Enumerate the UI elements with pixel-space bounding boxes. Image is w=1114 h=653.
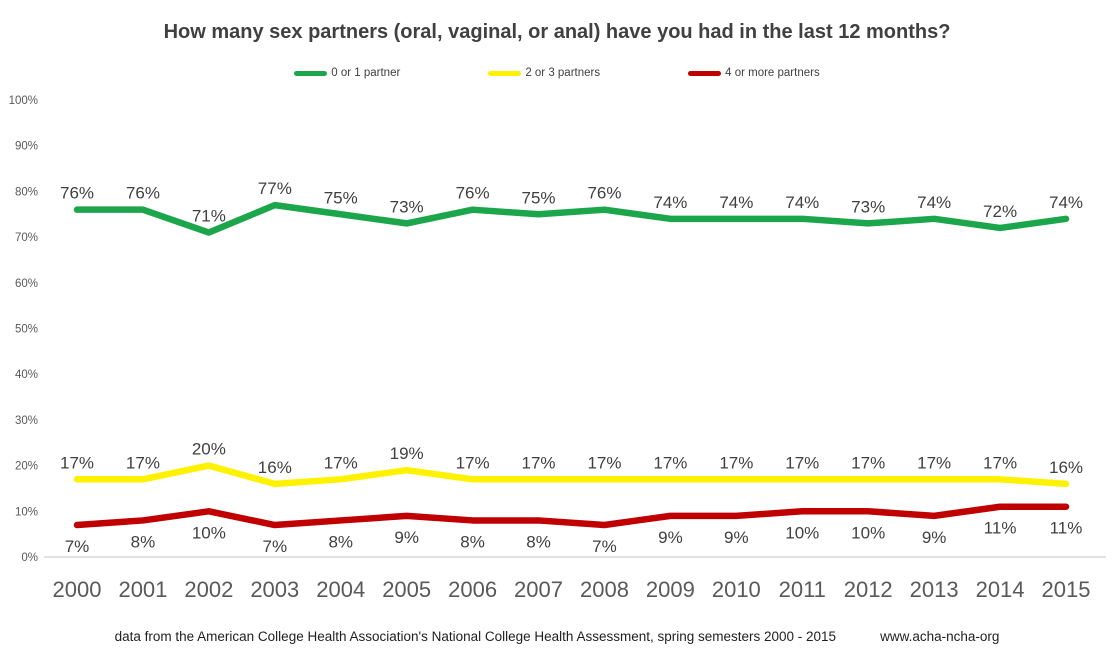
data-label: 17% <box>653 453 687 472</box>
x-axis-label: 2010 <box>712 577 761 602</box>
x-axis-label: 2005 <box>382 577 431 602</box>
y-axis-tick-label: 0% <box>21 552 38 564</box>
data-label: 73% <box>390 197 424 216</box>
data-label: 8% <box>131 532 156 551</box>
data-label: 8% <box>460 532 485 551</box>
data-label: 76% <box>60 184 94 203</box>
x-axis-label: 2008 <box>580 577 629 602</box>
x-axis-label: 2001 <box>118 577 167 602</box>
y-axis-tick-label: 50% <box>15 324 38 336</box>
legend-swatch-green <box>294 70 328 76</box>
data-label: 75% <box>522 188 556 207</box>
legend-label: 4 or more partners <box>725 67 820 79</box>
data-label: 73% <box>851 197 885 216</box>
x-axis-label: 2013 <box>910 577 959 602</box>
data-label: 74% <box>653 193 687 212</box>
data-label: 76% <box>587 184 621 203</box>
x-axis-label: 2006 <box>448 577 497 602</box>
y-axis-tick-label: 100% <box>9 95 38 107</box>
x-axis-label: 2009 <box>646 577 695 602</box>
data-label: 11% <box>1050 519 1083 538</box>
data-label: 7% <box>592 537 617 556</box>
legend: 0 or 1 partner 2 or 3 partners 4 or more… <box>0 67 1114 79</box>
y-axis-tick-label: 10% <box>15 506 38 518</box>
x-axis-label: 2004 <box>316 577 365 602</box>
data-label: 9% <box>658 528 683 547</box>
data-label: 17% <box>126 453 160 472</box>
data-label: 16% <box>258 458 292 477</box>
data-label: 10% <box>192 523 226 542</box>
x-axis-label: 2002 <box>184 577 233 602</box>
legend-swatch-dark-red <box>688 70 722 76</box>
y-axis-tick-label: 30% <box>15 415 38 427</box>
data-label: 7% <box>263 537 288 556</box>
series-line-2-or-3-partners <box>73 462 1070 488</box>
x-axis-label: 2000 <box>53 577 102 602</box>
y-axis-tick-label: 90% <box>15 141 38 153</box>
data-label: 17% <box>983 453 1017 472</box>
data-label: 10% <box>785 523 819 542</box>
data-label: 17% <box>917 453 951 472</box>
data-label: 17% <box>456 453 490 472</box>
data-label: 74% <box>785 193 819 212</box>
legend-label: 2 or 3 partners <box>525 67 601 79</box>
footer: data from the American College Health As… <box>0 629 1114 644</box>
data-label: 71% <box>192 207 226 226</box>
y-axis-tick-label: 80% <box>15 186 38 198</box>
x-axis-label: 2007 <box>514 577 563 602</box>
data-label: 74% <box>917 193 951 212</box>
data-label: 8% <box>526 532 551 551</box>
x-axis-label: 2011 <box>779 577 826 602</box>
y-axis-tick-label: 40% <box>15 369 38 381</box>
data-label: 17% <box>785 453 819 472</box>
chart-title: How many sex partners (oral, vaginal, or… <box>163 21 951 43</box>
data-label: 75% <box>324 188 358 207</box>
legend-swatch-yellow <box>488 70 522 76</box>
series-line-4-or-more-partners <box>73 503 1070 529</box>
data-label: 9% <box>724 528 749 547</box>
legend-label: 0 or 1 partner <box>331 67 401 79</box>
data-label: 76% <box>456 184 490 203</box>
data-label: 17% <box>324 453 358 472</box>
legend-item-2-or-3-partners: 2 or 3 partners <box>488 67 600 79</box>
x-axis-label: 2012 <box>844 577 893 602</box>
data-label: 20% <box>192 440 226 459</box>
footer-website-text: www.acha-ncha-org <box>880 629 1000 644</box>
data-label: 16% <box>1049 458 1083 477</box>
y-axis-tick-label: 20% <box>15 461 38 473</box>
data-label: 7% <box>65 537 90 556</box>
data-label: 72% <box>983 202 1017 221</box>
series-line-0-or-1-partner <box>73 201 1070 236</box>
data-label: 10% <box>851 523 885 542</box>
data-label: 74% <box>719 193 753 212</box>
data-label: 8% <box>328 532 353 551</box>
footer-source-text: data from the American College Health As… <box>114 629 837 644</box>
data-label: 17% <box>522 453 556 472</box>
y-axis-tick-label: 70% <box>15 232 38 244</box>
data-label: 76% <box>126 184 160 203</box>
data-label: 77% <box>258 179 292 198</box>
data-label: 17% <box>719 453 753 472</box>
legend-item-0-or-1-partner: 0 or 1 partner <box>294 67 400 79</box>
x-axis-label: 2003 <box>250 577 299 602</box>
x-axis-label: 2014 <box>976 577 1025 602</box>
data-label: 17% <box>60 453 94 472</box>
legend-item-4-or-more-partners: 4 or more partners <box>688 67 820 79</box>
data-label: 17% <box>587 453 621 472</box>
data-label: 19% <box>390 444 424 463</box>
data-label: 17% <box>851 453 885 472</box>
data-label: 74% <box>1049 193 1083 212</box>
data-label: 11% <box>984 519 1017 538</box>
data-label: 9% <box>394 528 419 547</box>
y-axis-tick-label: 60% <box>15 278 38 290</box>
data-label: 9% <box>922 528 947 547</box>
x-axis-label: 2015 <box>1042 577 1091 602</box>
